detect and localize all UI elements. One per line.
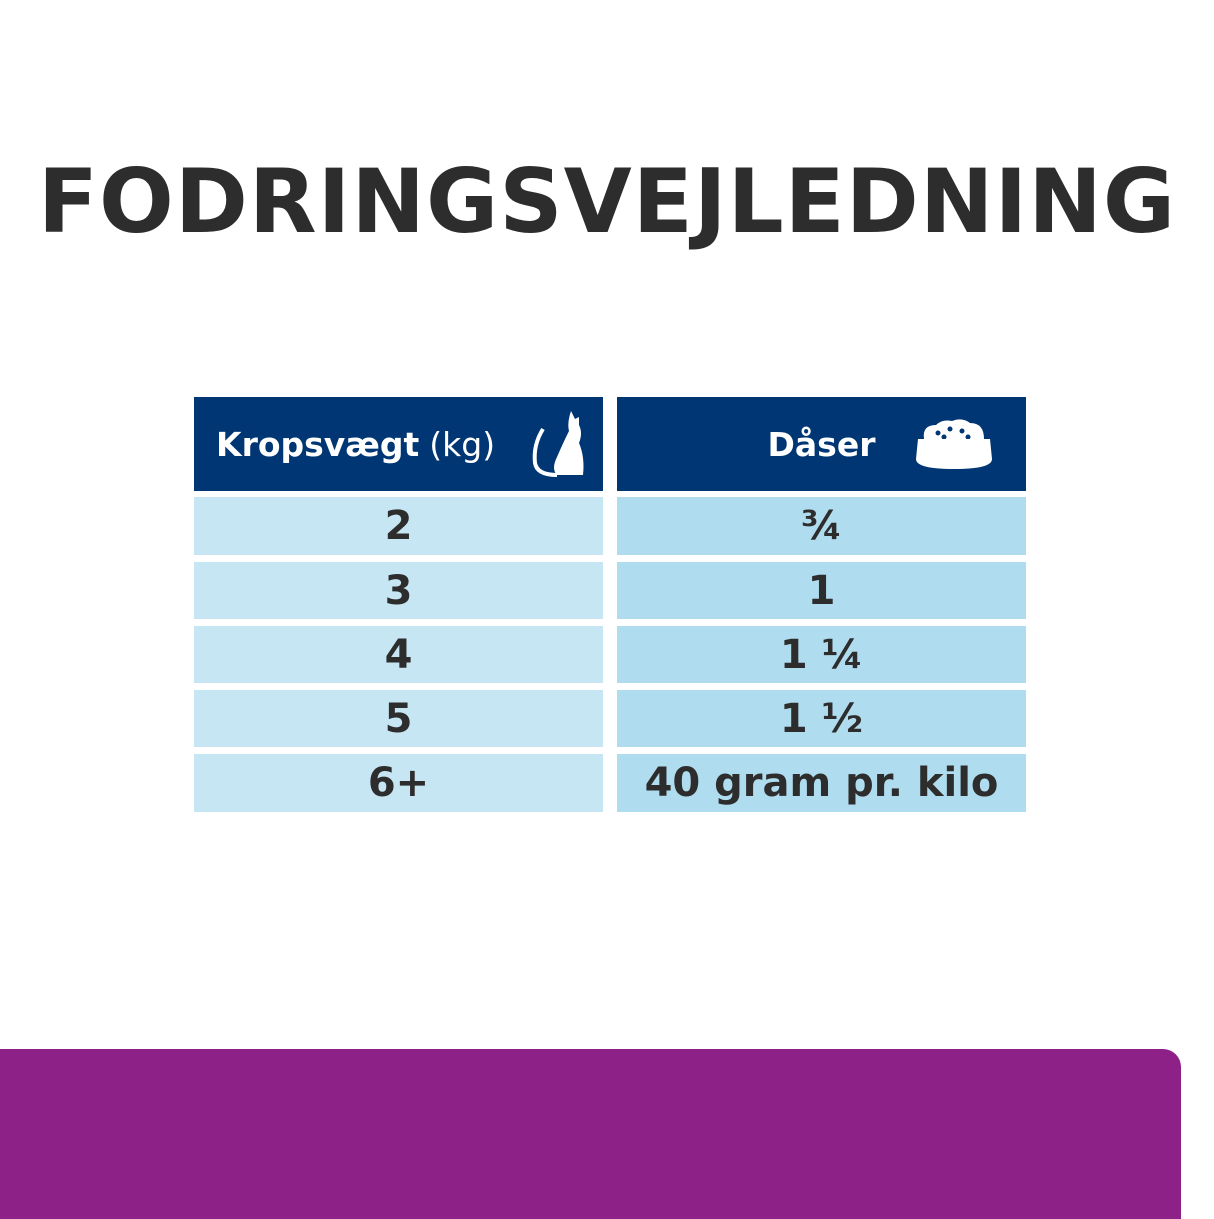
cans-cell: 40 gram pr. kilo <box>617 754 1026 812</box>
weight-cell: 4 <box>194 626 603 683</box>
header-weight: Kropsvægt (kg) <box>194 397 603 491</box>
cans-cell: 1 ¼ <box>617 626 1026 683</box>
header-weight-label: Kropsvægt <box>216 424 420 464</box>
cans-cell: ¾ <box>617 497 1026 555</box>
weight-cell: 3 <box>194 562 603 619</box>
header-weight-unit: (kg) <box>429 424 496 464</box>
header-cans-label: Dåser <box>767 424 876 464</box>
cans-cell: 1 <box>617 562 1026 619</box>
header-cans: Dåser <box>617 397 1026 491</box>
cat-icon <box>532 411 584 477</box>
cans-cell: 1 ½ <box>617 690 1026 747</box>
food-bowl-icon <box>916 419 992 469</box>
page-title: FODRINGSVEJLEDNING <box>37 150 1177 253</box>
weight-cell: 5 <box>194 690 603 747</box>
weight-cell: 6+ <box>194 754 603 812</box>
weight-cell: 2 <box>194 497 603 555</box>
accent-banner <box>0 1049 1181 1219</box>
